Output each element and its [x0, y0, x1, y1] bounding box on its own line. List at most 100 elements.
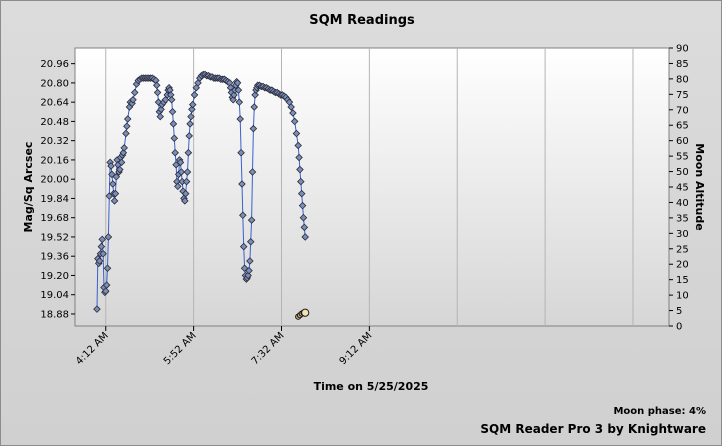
x-tick-label: 4:12 AM: [74, 330, 111, 367]
y2-axis-label: Moon Altitude: [693, 143, 706, 230]
sqm-point: [176, 158, 185, 167]
y2-tick-label: 80: [676, 74, 689, 85]
y2-tick-label: 0: [676, 322, 682, 333]
sqm-point: [188, 105, 196, 114]
y2-tick-label: 40: [676, 198, 689, 209]
sqm-point: [170, 134, 179, 143]
y-tick-label: 20.16: [40, 155, 69, 166]
sqm-point: [156, 112, 164, 121]
sqm-series-points: [93, 70, 309, 313]
sqm-point: [298, 201, 307, 210]
y2-tick-label: 70: [676, 105, 689, 116]
x-axis-ticks: 4:12 AM 5:52 AM 7:32 AM 9:12 AM: [74, 326, 374, 367]
sqm-point: [183, 168, 192, 176]
sqm-point: [296, 165, 304, 174]
sqm-point: [112, 173, 121, 181]
sqm-point: [249, 124, 258, 133]
sqm-point: [194, 79, 202, 87]
sqm-point: [107, 162, 115, 170]
y-tick-label: 20.96: [40, 59, 69, 70]
sqm-point: [111, 189, 120, 198]
sqm-point: [235, 98, 244, 106]
sqm-point: [185, 132, 193, 140]
sqm-point: [123, 122, 131, 130]
sqm-point: [299, 213, 308, 222]
y2-tick-label: 35: [676, 213, 689, 224]
sqm-point: [167, 95, 176, 104]
x-tick-label: 9:12 AM: [338, 330, 375, 367]
sqm-point: [239, 242, 248, 251]
sqm-point: [236, 115, 244, 123]
sqm-point: [244, 271, 252, 280]
chart-title: SQM Readings: [309, 13, 415, 28]
sqm-point: [123, 115, 132, 123]
sqm-point: [287, 103, 295, 111]
sqm-point: [153, 88, 162, 97]
sqm-point: [290, 117, 299, 126]
sqm-point: [129, 95, 137, 104]
sqm-point: [187, 112, 195, 121]
y2-tick-label: 20: [676, 260, 689, 271]
sqm-point: [109, 180, 117, 188]
y2-tick-label: 30: [676, 229, 689, 240]
sqm-point: [120, 144, 128, 152]
y-tick-label: 20.80: [40, 78, 69, 89]
sqm-point: [157, 105, 165, 114]
sqm-point: [181, 197, 189, 205]
y-tick-label: 19.36: [40, 252, 69, 263]
y-tick-label: 20.32: [40, 136, 69, 147]
y2-tick-label: 10: [676, 291, 689, 302]
sqm-point: [122, 129, 130, 138]
sqm-point: [103, 264, 112, 272]
sqm-point: [230, 91, 238, 99]
sqm-point: [130, 88, 139, 97]
sqm-point: [186, 120, 194, 128]
sqm-point: [171, 148, 179, 157]
sqm-point: [229, 95, 237, 104]
sqm-point: [161, 95, 170, 104]
sqm-point: [188, 100, 197, 109]
sqm-point: [110, 197, 119, 205]
sqm-point: [289, 109, 297, 117]
sqm-point: [177, 168, 186, 176]
sqm-point: [119, 148, 128, 157]
y-tick-label: 19.84: [40, 194, 69, 205]
sqm-point: [152, 81, 161, 90]
sqm-point: [97, 242, 106, 251]
y2-tick-label: 90: [676, 44, 689, 55]
y-tick-label: 19.52: [40, 232, 69, 243]
sqm-point: [292, 129, 301, 138]
sqm-point: [301, 233, 309, 241]
credit-text: SQM Reader Pro 3 by Knightware: [480, 422, 706, 436]
y-tick-label: 19.04: [40, 290, 69, 301]
sqm-point: [101, 287, 110, 295]
moon-altitude-points: [295, 308, 310, 320]
sqm-point: [184, 148, 193, 157]
y-axis-label: Mag/Sq Arcsec: [22, 142, 35, 233]
sqm-point: [181, 189, 190, 198]
moon-point: [301, 308, 310, 317]
y2-axis-ticks: 0 5 10 15 20 25 30 35 40 45 50 55 60 65 70 75 80 85 90: [669, 44, 689, 333]
moon-phase-text: Moon phase: 4%: [613, 406, 706, 417]
x-axis-label: Time on 5/25/2025: [314, 380, 429, 393]
y2-tick-label: 60: [676, 136, 689, 147]
sqm-point: [250, 103, 259, 111]
y-tick-label: 19.20: [40, 271, 69, 282]
y-tick-label: 19.68: [40, 213, 69, 224]
x-tick-label: 5:52 AM: [162, 330, 199, 367]
sqm-point: [116, 165, 124, 174]
y2-tick-label: 50: [676, 167, 689, 178]
sqm-point: [295, 153, 303, 162]
plot-area: [74, 47, 670, 327]
sqm-point: [98, 235, 107, 244]
sqm-point: [239, 211, 247, 220]
sqm-point: [294, 141, 302, 150]
sqm-point: [300, 223, 309, 232]
sqm-point: [99, 250, 107, 258]
x-tick-label: 7:32 AM: [250, 330, 287, 367]
y2-tick-label: 85: [676, 59, 689, 70]
sqm-point: [233, 79, 242, 87]
sqm-point: [245, 266, 253, 275]
y2-tick-label: 75: [676, 90, 689, 101]
y-axis-ticks: 18.88 19.04 19.20 19.36 19.52 19.68 19.84 20.00…: [40, 59, 75, 320]
